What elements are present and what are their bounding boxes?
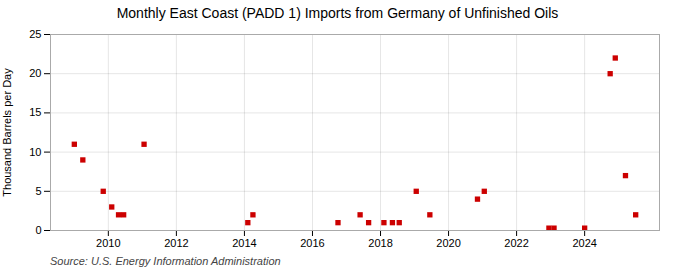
svg-text:0: 0: [35, 224, 41, 236]
svg-text:10: 10: [29, 146, 41, 158]
svg-text:2018: 2018: [368, 237, 392, 249]
svg-text:15: 15: [29, 106, 41, 118]
svg-text:Thousand Barrels per Day: Thousand Barrels per Day: [1, 68, 13, 197]
svg-text:2010: 2010: [96, 237, 120, 249]
html-text:Source: U.S. Energy Informatio: Source: U.S. Energy Information Administ…: [50, 255, 281, 267]
svg-text:2014: 2014: [232, 237, 256, 249]
svg-text:2016: 2016: [300, 237, 324, 249]
svg-text:2024: 2024: [572, 237, 596, 249]
svg-text:20: 20: [29, 67, 41, 79]
svg-text:2012: 2012: [164, 237, 188, 249]
svg-text:25: 25: [29, 28, 41, 40]
svg-text:2022: 2022: [504, 237, 528, 249]
html-text:Monthly East Coast (PADD 1) Im: Monthly East Coast (PADD 1) Imports from…: [116, 5, 559, 21]
svg-text:5: 5: [35, 185, 41, 197]
svg-text:2020: 2020: [436, 237, 460, 249]
